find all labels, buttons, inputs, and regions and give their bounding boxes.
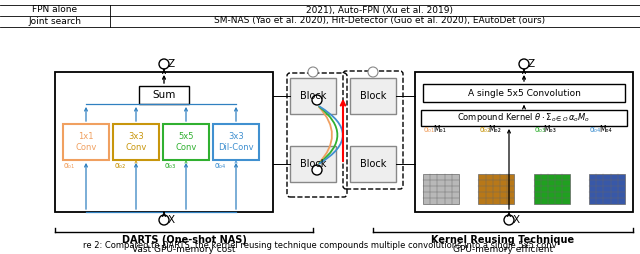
Text: Mₒ₁: Mₒ₁ bbox=[433, 125, 445, 135]
Text: X: X bbox=[168, 215, 175, 225]
FancyBboxPatch shape bbox=[534, 174, 570, 204]
Text: Sum: Sum bbox=[152, 90, 176, 100]
Text: Mₒ₄: Mₒ₄ bbox=[599, 125, 612, 135]
Text: Block: Block bbox=[360, 159, 386, 169]
Text: 3x3
Conv: 3x3 Conv bbox=[125, 132, 147, 152]
FancyBboxPatch shape bbox=[163, 124, 209, 160]
Text: GPU-memory efficient: GPU-memory efficient bbox=[453, 245, 553, 253]
FancyBboxPatch shape bbox=[478, 174, 515, 204]
Text: Z: Z bbox=[527, 59, 534, 69]
Text: αₒ₂: αₒ₂ bbox=[115, 161, 126, 169]
FancyBboxPatch shape bbox=[423, 84, 625, 102]
FancyBboxPatch shape bbox=[350, 78, 396, 114]
Text: αₒ₁: αₒ₁ bbox=[64, 161, 75, 169]
FancyBboxPatch shape bbox=[213, 124, 259, 160]
Text: A single 5x5 Convolution: A single 5x5 Convolution bbox=[468, 88, 580, 98]
Text: Mₒ₂: Mₒ₂ bbox=[488, 125, 501, 135]
Text: Block: Block bbox=[360, 91, 386, 101]
Text: αₒ₁: αₒ₁ bbox=[424, 125, 435, 135]
Text: DARTS (One-shot NAS): DARTS (One-shot NAS) bbox=[122, 235, 246, 245]
Text: Compound Kernel $\theta\cdot\Sigma_{o\in O}\,\alpha_o M_o$: Compound Kernel $\theta\cdot\Sigma_{o\in… bbox=[458, 112, 591, 124]
FancyBboxPatch shape bbox=[55, 72, 273, 212]
Text: 3x3
Dil-Conv: 3x3 Dil-Conv bbox=[218, 132, 254, 152]
Text: Joint search: Joint search bbox=[29, 17, 81, 25]
Text: re 2: Compared to DARTS, the kernel reusing technique compounds multiple convolu: re 2: Compared to DARTS, the kernel reus… bbox=[83, 242, 557, 250]
Text: Vast GPU-memory cost: Vast GPU-memory cost bbox=[132, 245, 236, 253]
Text: Z: Z bbox=[168, 59, 175, 69]
Text: Mₒ₃: Mₒ₃ bbox=[543, 125, 557, 135]
Text: 5x5
Conv: 5x5 Conv bbox=[175, 132, 196, 152]
Text: αₒ₃: αₒ₃ bbox=[165, 161, 176, 169]
Circle shape bbox=[312, 95, 322, 105]
Text: 2021), Auto-FPN (Xu et al. 2019): 2021), Auto-FPN (Xu et al. 2019) bbox=[307, 6, 454, 14]
FancyBboxPatch shape bbox=[415, 72, 633, 212]
Circle shape bbox=[504, 215, 514, 225]
FancyBboxPatch shape bbox=[290, 146, 336, 182]
Text: αₒ₂: αₒ₂ bbox=[479, 125, 491, 135]
FancyBboxPatch shape bbox=[290, 78, 336, 114]
Circle shape bbox=[308, 67, 318, 77]
FancyBboxPatch shape bbox=[589, 174, 625, 204]
Circle shape bbox=[159, 215, 169, 225]
Text: X: X bbox=[513, 215, 520, 225]
FancyBboxPatch shape bbox=[63, 124, 109, 160]
Circle shape bbox=[312, 165, 322, 175]
FancyBboxPatch shape bbox=[139, 86, 189, 104]
Circle shape bbox=[159, 59, 169, 69]
FancyBboxPatch shape bbox=[350, 146, 396, 182]
FancyBboxPatch shape bbox=[113, 124, 159, 160]
Circle shape bbox=[519, 59, 529, 69]
Text: 1x1
Conv: 1x1 Conv bbox=[76, 132, 97, 152]
Text: αₒ₄: αₒ₄ bbox=[590, 125, 601, 135]
Text: αₒ₃: αₒ₃ bbox=[534, 125, 546, 135]
Text: Block: Block bbox=[300, 159, 326, 169]
Text: SM-NAS (Yao et al. 2020), Hit-Detector (Guo et al. 2020), EAutoDet (ours): SM-NAS (Yao et al. 2020), Hit-Detector (… bbox=[214, 17, 545, 25]
Text: Kernel Reusing Technique: Kernel Reusing Technique bbox=[431, 235, 575, 245]
FancyBboxPatch shape bbox=[423, 174, 459, 204]
FancyBboxPatch shape bbox=[421, 110, 627, 126]
Circle shape bbox=[368, 67, 378, 77]
Text: Block: Block bbox=[300, 91, 326, 101]
Text: FPN alone: FPN alone bbox=[33, 6, 77, 14]
Text: αₒ₄: αₒ₄ bbox=[215, 161, 226, 169]
